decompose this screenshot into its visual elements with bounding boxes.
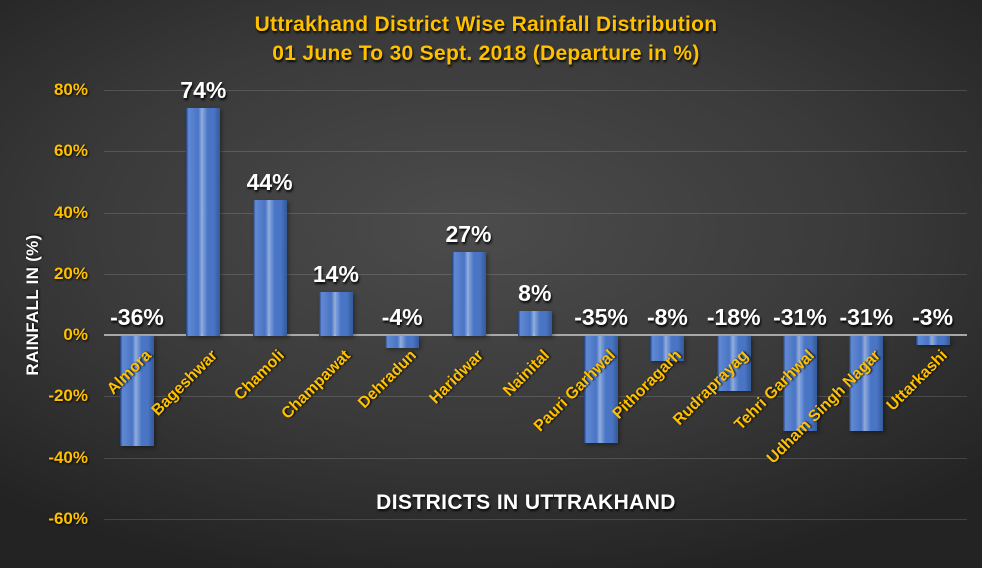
bar-pauri-garhwal (584, 336, 619, 444)
bar-value-label-uttarkashi: -3% (912, 304, 954, 330)
bar-value-label-pithoragarh: -8% (646, 304, 688, 330)
gridline-40 (104, 212, 967, 214)
x-category-label-haridwar: Haridwar (426, 347, 487, 408)
bar-rudraprayag (716, 336, 751, 392)
bar-nainital (517, 310, 552, 336)
gridline-60 (104, 151, 967, 153)
bar-value-label-almora: -36% (110, 304, 164, 330)
gridline--20 (104, 396, 967, 398)
bar-value-label-tehri-garhwal: -31% (773, 304, 827, 330)
bar-value-label-bageshwar: 74% (180, 77, 227, 104)
gridline-20 (104, 273, 967, 275)
gridline--40 (104, 457, 967, 459)
bar-value-label-chamoli: 44% (246, 169, 293, 196)
bar-value-label-nainital: 8% (518, 279, 552, 306)
bar-udham-singh-nagar (849, 336, 884, 431)
bar-value-label-udham-singh-nagar: -31% (839, 304, 894, 330)
y-tick-label-0: 0% (63, 325, 88, 344)
chart-title: Uttrakhand District Wise Rainfall Distri… (254, 13, 718, 36)
x-category-label-nainital: Nainital (499, 347, 553, 400)
y-tick-label-60: 60% (53, 141, 88, 161)
y-axis-title: RAINFALL IN (%) (23, 234, 42, 376)
bar-uttarkashi (915, 336, 950, 346)
x-category-label-bageshwar: Bageshwar (148, 347, 222, 420)
bar-value-label-rudraprayag: -18% (706, 304, 761, 330)
gridline-80 (104, 90, 967, 91)
bar-value-label-champawat: 14% (312, 261, 359, 288)
x-category-label-champawat: Champawat (278, 347, 354, 423)
y-tick-label--60: -60% (48, 508, 88, 528)
y-tick-label-80: 80% (53, 80, 88, 99)
bar-tehri-garhwal (783, 336, 817, 431)
y-tick-label--40: -40% (48, 447, 88, 467)
gridline--60 (104, 518, 967, 520)
bar-value-label-haridwar: 27% (445, 221, 492, 248)
y-tick-label--20: -20% (48, 386, 88, 406)
bar-bageshwar (186, 108, 221, 336)
bar-chamoli (252, 200, 287, 336)
bar-dehradun (385, 336, 420, 349)
x-category-label-uttarkashi: Uttarkashi (883, 347, 951, 415)
y-tick-label-40: 40% (53, 202, 88, 222)
bar-pithoragarh (650, 336, 685, 361)
x-category-label-dehradun: Dehradun (355, 347, 421, 412)
y-tick-label-20: 20% (53, 263, 88, 283)
chart-subtitle: 01 June To 30 Sept. 2018 (Departure in %… (272, 42, 700, 65)
x-axis-title: DISTRICTS IN UTTRAKHAND (376, 491, 676, 514)
bar-almora (120, 336, 154, 447)
bar-value-label-dehradun: -4% (381, 304, 423, 330)
bar-haridwar (451, 252, 486, 336)
bar-value-label-pauri-garhwal: -35% (574, 304, 628, 330)
bar-champawat (318, 292, 353, 336)
